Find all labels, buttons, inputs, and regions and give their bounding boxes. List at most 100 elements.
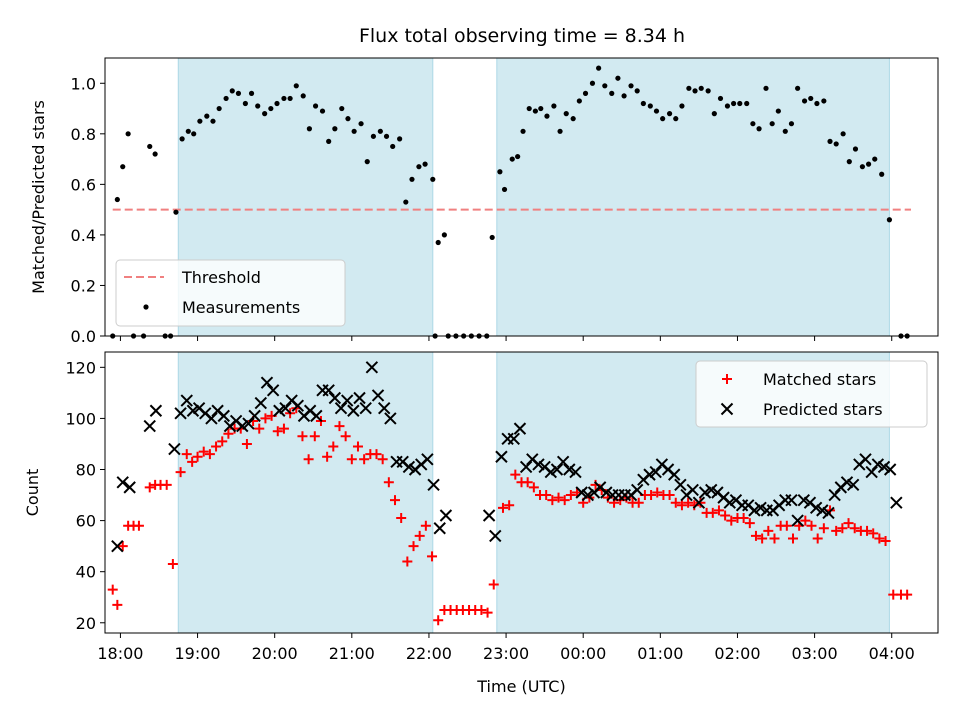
measurement-point — [731, 100, 737, 107]
chart-title: Flux total observing time = 8.34 h — [359, 25, 685, 47]
predicted-star-point — [168, 442, 181, 456]
measurement-point — [364, 159, 370, 165]
matched-star-point — [843, 518, 854, 529]
measurement-point — [332, 126, 338, 132]
x-tick-label: 00:00 — [560, 644, 606, 663]
measurement-point — [287, 95, 293, 102]
predicted-star-point — [340, 394, 354, 407]
measurement-point — [582, 90, 589, 96]
predicted-star-point — [371, 389, 385, 402]
legend-predicted-label: Predicted stars — [763, 400, 883, 419]
matched-star-point — [303, 454, 314, 465]
measurement-point — [538, 105, 544, 112]
matched-star-point — [402, 556, 413, 567]
matched-star-point — [541, 490, 552, 501]
measurement-point — [628, 83, 634, 89]
legend-measurement-label: Measurements — [182, 298, 300, 317]
predicted-star-point — [489, 529, 502, 543]
measurement-points — [110, 65, 910, 339]
matched-star-point — [223, 428, 234, 439]
predicted-star-point — [248, 409, 261, 423]
matched-star-point — [874, 533, 885, 544]
predicted-star-point — [111, 539, 124, 553]
matched-star-point — [433, 615, 444, 626]
predicted-star-point — [482, 509, 496, 522]
matched-star-point — [117, 541, 128, 552]
x-tick-label: 20:00 — [252, 644, 298, 663]
matched-star-point — [112, 599, 123, 610]
matched-star-point — [383, 477, 394, 488]
measurement-point — [724, 103, 731, 109]
ratio-y-axis-label: Matched/Predicted stars — [29, 100, 48, 294]
predicted-star-point — [266, 384, 280, 397]
predicted-star-point — [649, 465, 662, 479]
matched-star-point — [720, 510, 731, 521]
matched-star-point — [757, 533, 768, 544]
matched-star-point — [352, 441, 363, 452]
measurement-point — [886, 217, 893, 223]
predicted-star-point — [513, 422, 527, 435]
measurement-point — [397, 136, 403, 142]
matched-star-point — [204, 449, 215, 460]
matched-star-point — [547, 495, 558, 506]
measurement-point — [377, 128, 383, 134]
matched-star-point — [902, 589, 913, 600]
measurement-point — [435, 239, 441, 246]
predicted-star-point — [359, 401, 372, 415]
matched-star-point — [695, 497, 706, 508]
measurement-point — [339, 105, 345, 112]
measurement-point — [634, 88, 640, 94]
measurement-point — [679, 103, 685, 109]
matched-star-point — [297, 431, 308, 442]
matched-star-point — [211, 441, 222, 452]
matched-star-point — [390, 495, 401, 506]
predicted-star-point — [279, 401, 292, 415]
predicted-star-point — [328, 391, 342, 405]
matched-star-point — [880, 536, 891, 547]
measurement-point — [430, 176, 436, 182]
measurement-point — [621, 93, 627, 99]
measurement-point — [763, 85, 769, 91]
count-x-ticks: 18:00 19:00 20:00 21:00 22:00 23:00 00:00 01:00… — [97, 633, 915, 663]
matched-star-point — [849, 523, 860, 534]
measurement-point — [827, 138, 833, 144]
matched-star-point — [744, 518, 755, 529]
measurement-point — [808, 95, 814, 102]
measurement-point — [717, 95, 724, 102]
measurement-point — [351, 128, 357, 134]
predicted-star-point — [674, 478, 687, 492]
matched-star-point — [144, 482, 155, 493]
measurement-point — [686, 85, 692, 91]
matched-star-point — [522, 477, 533, 488]
legend-threshold-label: Threshold — [181, 268, 261, 287]
matched-star-point — [837, 523, 848, 534]
matched-star-point — [738, 513, 749, 524]
matched-star-point — [328, 441, 339, 452]
predicted-star-point — [254, 396, 268, 410]
predicted-star-point — [686, 483, 699, 497]
predicted-star-point — [668, 468, 681, 481]
measurement-point — [576, 98, 582, 104]
legend-measurement-swatch — [143, 304, 149, 310]
matched-star-point — [787, 533, 798, 544]
predicted-star-point — [556, 455, 570, 469]
measurement-point — [589, 80, 596, 86]
measurement-point — [312, 103, 319, 109]
measurement-point — [185, 128, 191, 134]
ratio-panel: 0.0 0.2 0.4 0.6 0.8 1.0 Matched/Predicted sta… — [29, 57, 939, 346]
predicted-star-point — [180, 394, 193, 407]
measurement-point — [859, 164, 866, 170]
measurement-point — [570, 116, 576, 122]
measurement-point — [801, 98, 808, 104]
x-tick-label: 23:00 — [483, 644, 529, 663]
predicted-star-point — [507, 432, 520, 446]
measurement-point — [262, 111, 268, 117]
measurement-point — [551, 103, 557, 109]
ratio-y-ticks: 0.0 0.2 0.4 0.6 0.8 1.0 — [71, 74, 105, 346]
predicted-star-point — [116, 476, 129, 489]
y-tick-label: 0.0 — [71, 327, 96, 346]
shaded-interval-2 — [496, 57, 890, 337]
predicted-star-point — [123, 481, 136, 494]
measurement-point — [497, 169, 503, 175]
measurement-point — [660, 116, 666, 122]
